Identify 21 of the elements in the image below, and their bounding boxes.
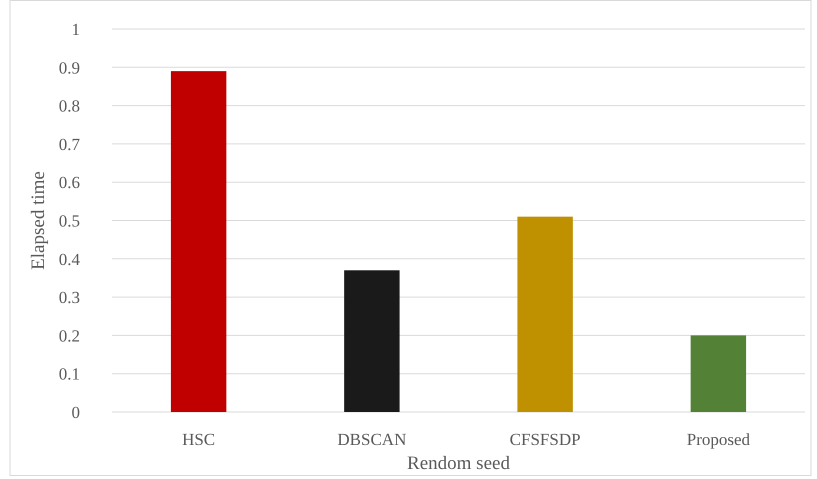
y-tick-label: 0.9 [58,58,80,78]
bar [517,216,573,412]
y-tick-label: 0.3 [58,288,80,308]
y-tick-label: 0.1 [58,364,80,384]
y-tick-label: 0.7 [58,134,80,154]
bar [344,270,400,412]
x-tick-label: Proposed [686,430,751,449]
x-tick-label: CFSFSDP [510,430,581,449]
y-axis-title: Elapsed time [28,171,49,270]
y-tick-label: 0.8 [58,96,80,116]
y-tick-label: 0.4 [58,250,80,269]
y-tick-label: 1 [72,20,80,39]
x-axis-title: Rendom seed [407,453,510,474]
y-tick-label: 0.2 [58,326,80,346]
bar [170,71,226,412]
bar [690,335,746,412]
y-tick-label: 0.6 [58,173,80,192]
x-tick-label: DBSCAN [337,430,406,449]
y-tick-label: 0.5 [58,211,80,230]
x-tick-label: HSC [182,430,216,449]
y-tick-label: 0 [72,402,80,422]
